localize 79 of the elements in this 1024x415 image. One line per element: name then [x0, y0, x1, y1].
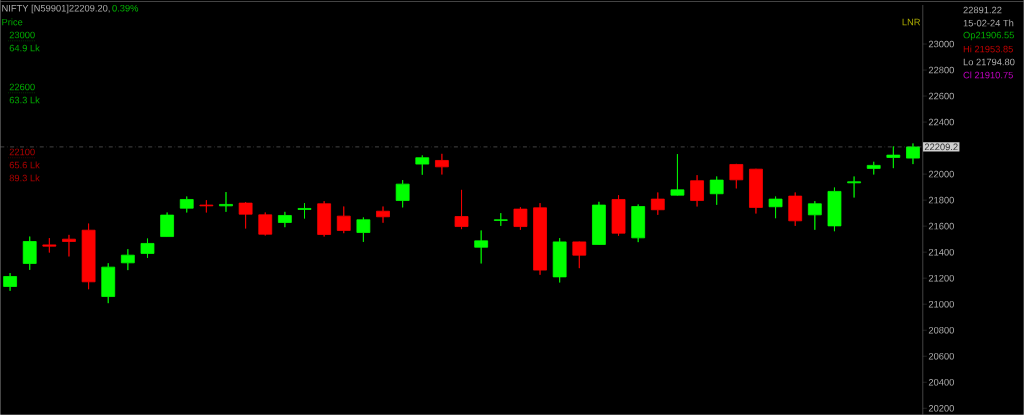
candlestick: [219, 191, 233, 213]
annotation: Price: [2, 18, 23, 26]
candlestick: [3, 272, 17, 292]
candlestick: [415, 154, 430, 176]
annotation: 22600: [9, 83, 35, 91]
y-tick-label: 20800: [928, 326, 954, 334]
candlestick: [631, 204, 646, 243]
text: Op21906.55: [963, 31, 1014, 41]
y-tick-label: 20200: [928, 404, 954, 412]
candlestick: [650, 192, 665, 216]
candlestick: [906, 143, 920, 165]
annotation: 64.9 Lk: [9, 44, 40, 52]
candlestick: [670, 153, 685, 196]
y-tick-label: 21400: [928, 248, 954, 256]
candlestick: [513, 206, 528, 231]
candlestick: [533, 202, 547, 276]
chart-title: NIFTY [N59901]22209.20,: [2, 4, 110, 14]
candlestick: [22, 236, 37, 271]
candlestick: [317, 200, 332, 237]
annotation: 63.3 Lk: [9, 96, 40, 104]
y-tick-label: 22400: [928, 118, 954, 126]
annotation: 65.6 Lk: [9, 161, 40, 169]
annotation: 22100: [9, 148, 35, 156]
candlestick: [179, 196, 194, 213]
candlestick: [474, 230, 489, 264]
candlestick: [395, 179, 410, 208]
candlestick: [62, 234, 76, 257]
y-tick-label: 20400: [928, 378, 954, 386]
annotation: 89.3 Lk: [9, 174, 40, 182]
candlestick: [690, 174, 704, 207]
candlestick: [140, 238, 155, 259]
y-tick-label: 21200: [928, 274, 954, 282]
chart-subtitle: 0.39%: [112, 4, 139, 12]
candlestick: [847, 176, 861, 198]
candlestick: [493, 212, 508, 227]
candlestick: [886, 145, 901, 169]
candlestick: [356, 217, 371, 243]
candlestick: [120, 248, 135, 271]
text: Cl 21910.75: [963, 71, 1013, 79]
candlestick: [42, 237, 57, 253]
candlestick: [238, 201, 253, 229]
candlestick: [376, 206, 390, 224]
candlestick: [258, 212, 273, 236]
candlestick: [768, 196, 783, 219]
candlestick: [729, 163, 744, 189]
candlestick: [807, 200, 822, 231]
candlestick: [101, 262, 116, 304]
candlestick: [199, 199, 214, 213]
y-tick-label: 23000: [928, 40, 954, 48]
candlestick: [297, 202, 312, 219]
candlestick: [435, 153, 449, 175]
ref-line-label: 22209.2: [924, 143, 958, 151]
candlestick: [592, 201, 606, 246]
candlestick: [611, 194, 626, 237]
candlestick: [81, 223, 96, 290]
candlestick: [572, 241, 587, 269]
candlestick: [278, 211, 292, 228]
annotation: LNR: [902, 18, 921, 26]
annotation: 23000: [9, 31, 35, 39]
candlestick: [749, 168, 763, 214]
y-tick-label: 20600: [928, 352, 954, 360]
candlestick: [827, 187, 842, 232]
y-tick-label: 21600: [928, 222, 954, 230]
text: 22891.22: [963, 6, 1002, 14]
candlestick: [552, 237, 567, 283]
candlestick: [709, 176, 724, 206]
text: Hi 21953.85: [963, 45, 1013, 53]
y-tick-label: 21000: [928, 300, 954, 308]
y-tick-label: 22000: [928, 170, 954, 178]
y-tick-label: 22800: [928, 66, 954, 74]
text: Lo 21794.80: [963, 58, 1015, 66]
text: 15-02-24 Th: [963, 19, 1014, 27]
candlestick: [454, 189, 469, 230]
candlestick: [788, 192, 803, 227]
candlestick: [160, 212, 174, 238]
candlestick: [866, 161, 881, 175]
y-tick-label: 22600: [928, 92, 954, 100]
candlestick: [336, 206, 351, 234]
y-tick-label: 21800: [928, 196, 954, 204]
